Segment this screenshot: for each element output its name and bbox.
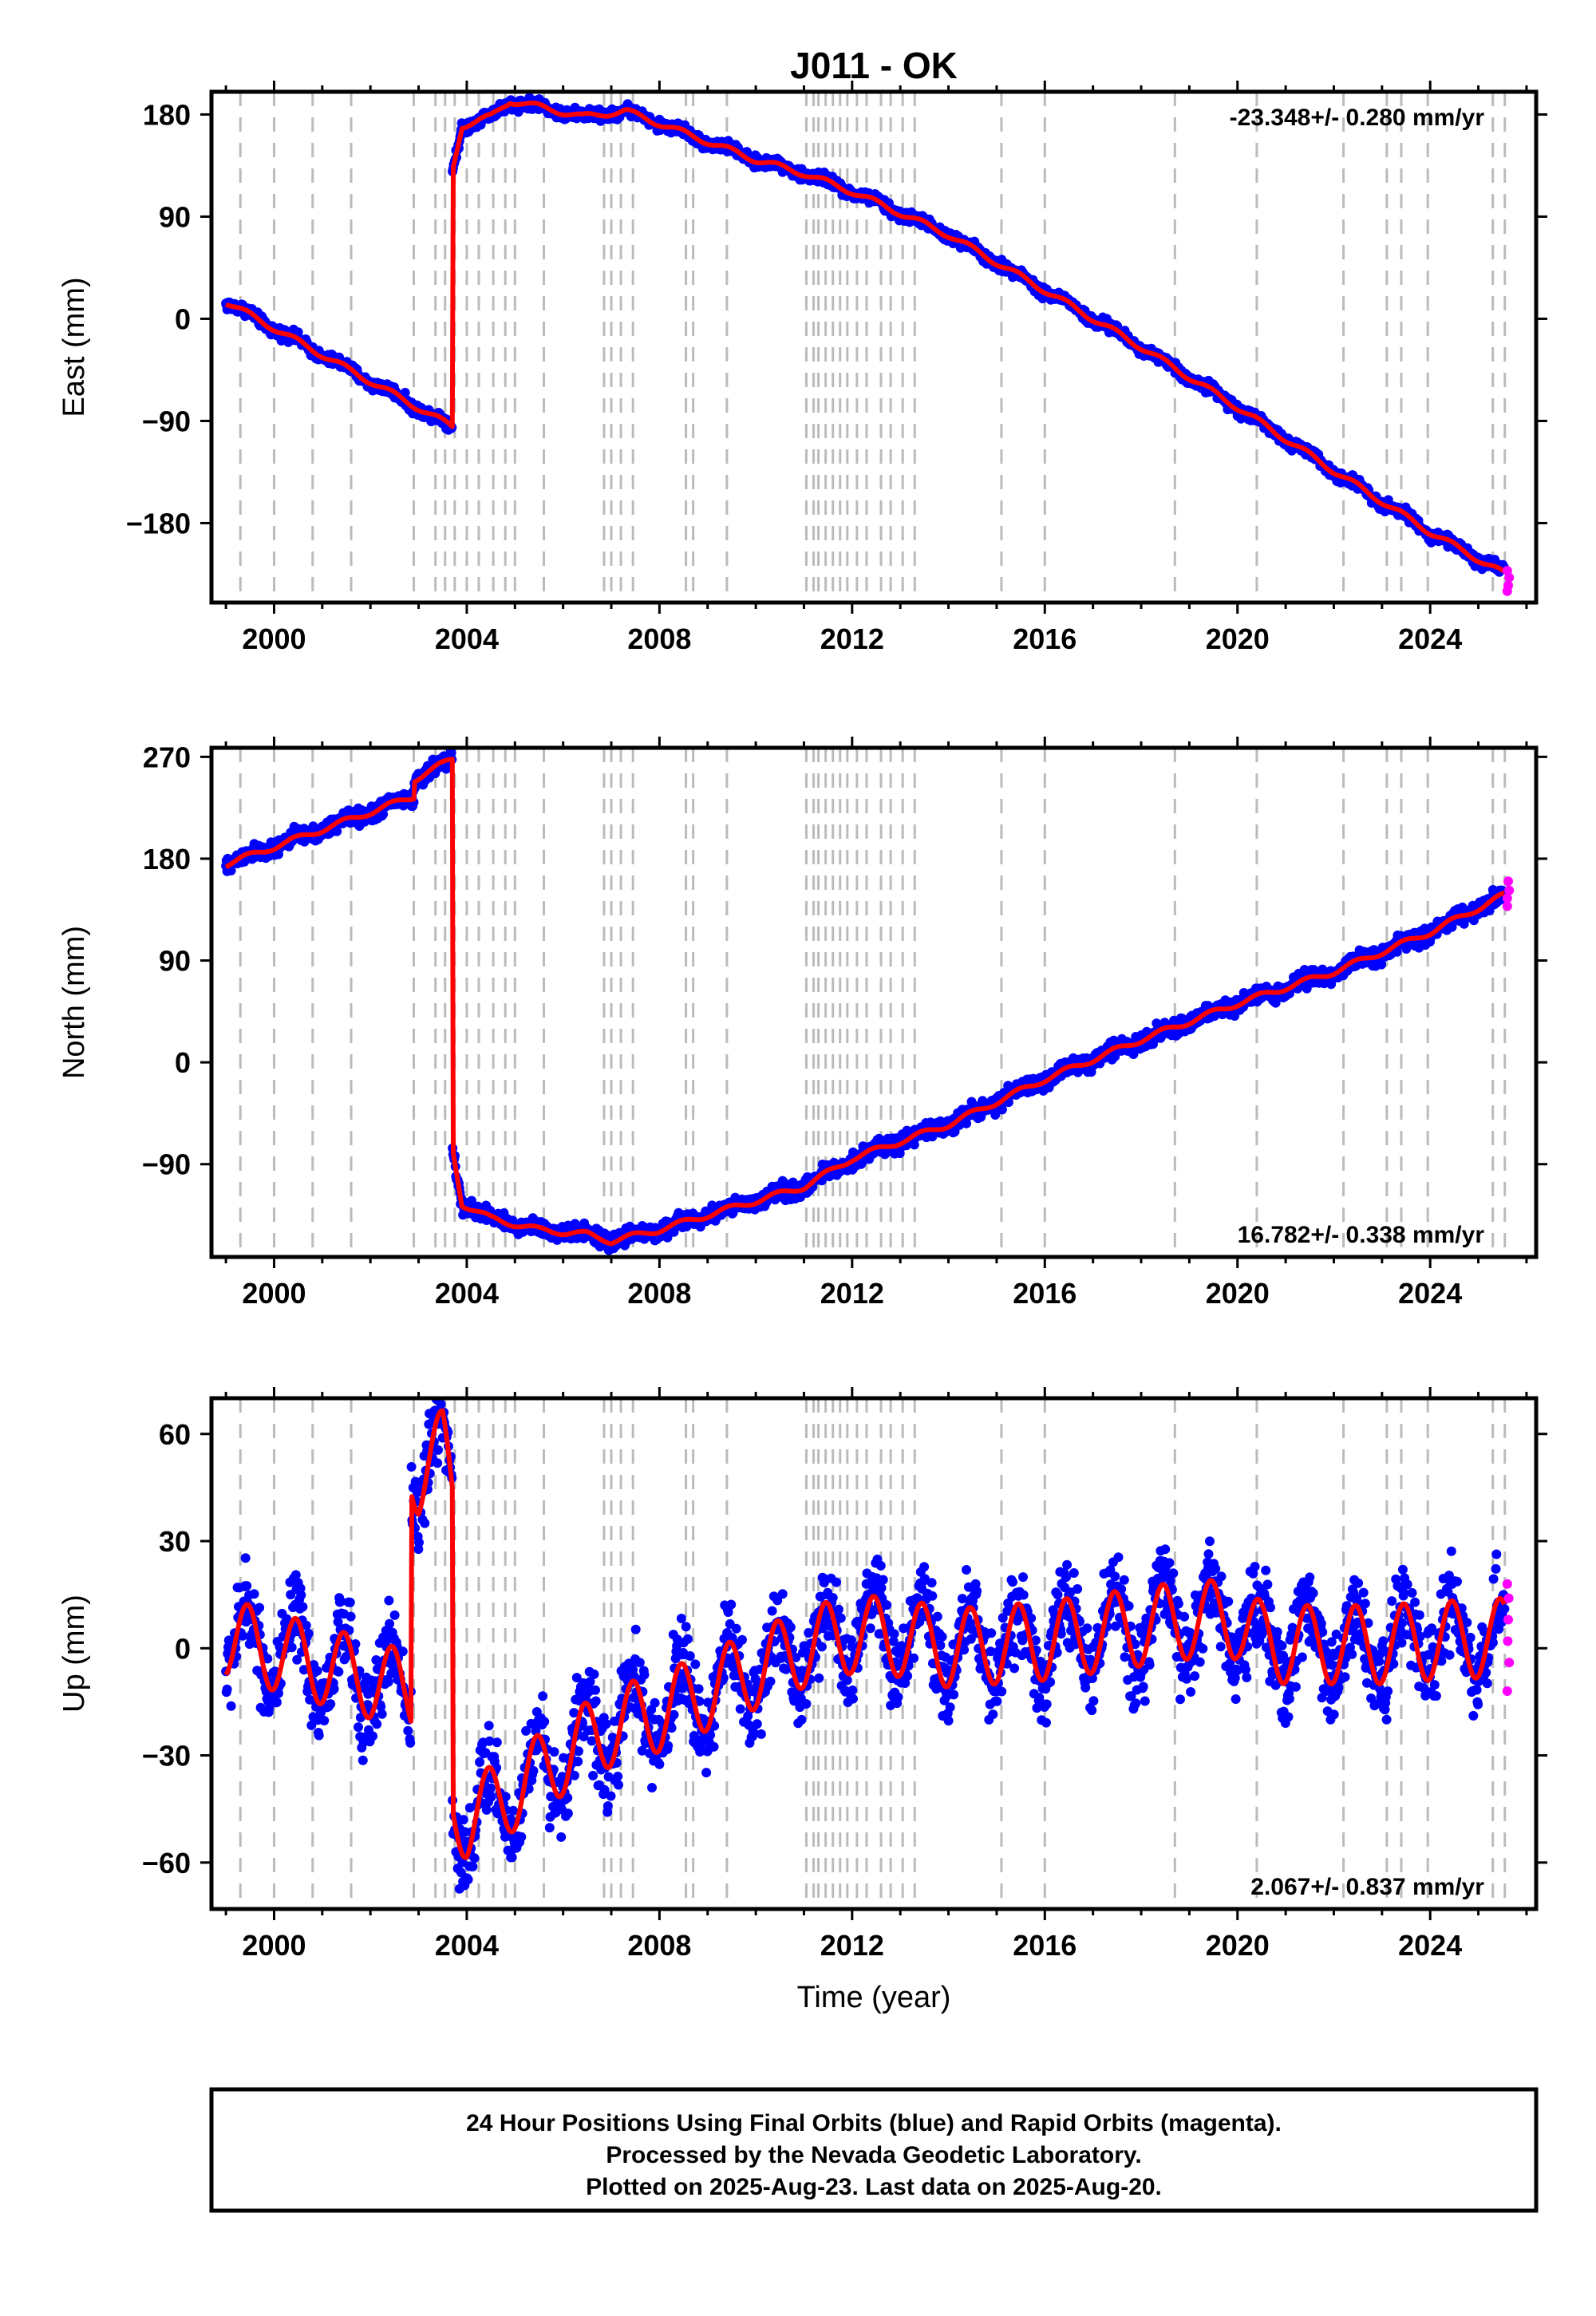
x-tick-label: 2024 xyxy=(1398,1277,1462,1310)
rapid-point xyxy=(1504,572,1515,583)
y-tick-label: −90 xyxy=(142,405,191,437)
data-point xyxy=(298,1602,308,1612)
data-point xyxy=(296,1590,306,1600)
rapid-point xyxy=(1503,876,1513,887)
east-fit-line xyxy=(224,101,1506,574)
east-plot-area xyxy=(221,92,1515,603)
figure-title: J011 - OK xyxy=(790,45,958,86)
rapid-point xyxy=(1502,901,1512,911)
data-point xyxy=(346,1611,356,1622)
data-point xyxy=(1392,947,1402,957)
y-tick-label: −180 xyxy=(126,507,191,539)
data-point xyxy=(354,1722,363,1733)
data-point xyxy=(274,1688,283,1698)
data-point xyxy=(303,1628,314,1638)
data-point xyxy=(378,809,389,820)
data-point xyxy=(222,1684,232,1694)
north-fit-line xyxy=(224,757,1506,1247)
x-tick-label: 2024 xyxy=(1398,622,1462,655)
y-tick-label: −90 xyxy=(142,1148,191,1181)
data-point xyxy=(400,388,410,397)
x-tick-label: 2012 xyxy=(820,622,884,655)
data-point xyxy=(264,1704,275,1713)
data-point xyxy=(306,1720,317,1730)
east-y-axis-label: East (mm) xyxy=(57,277,91,417)
east-panel: 2000 2004 2008 2012 2016 2020 2024 180 90 0 −90 −18… xyxy=(57,81,1547,655)
x-tick-label: 2008 xyxy=(627,622,691,655)
y-tick-label: 180 xyxy=(143,843,191,875)
data-point xyxy=(319,1716,330,1725)
data-point xyxy=(1377,959,1387,970)
rapid-point xyxy=(1502,586,1512,596)
x-tick-label: 2000 xyxy=(242,1277,306,1310)
y-tick-label: 270 xyxy=(143,741,191,773)
data-point xyxy=(333,1617,343,1627)
north-plot-area xyxy=(221,748,1515,1257)
rapid-point xyxy=(1504,885,1515,895)
x-tick-label: 2004 xyxy=(435,622,499,655)
data-point xyxy=(286,1642,297,1653)
data-point xyxy=(962,1118,971,1128)
data-point xyxy=(332,826,342,836)
data-point xyxy=(314,1730,324,1741)
data-point xyxy=(240,1553,251,1563)
up-panel: 2000 2004 2008 2012 2016 2020 202460300−30−60U… xyxy=(57,1387,1547,1962)
east-rapid-orbit-points xyxy=(1502,566,1515,596)
east-frame xyxy=(209,89,1539,605)
y-tick-label: 0 xyxy=(175,1046,191,1079)
data-point xyxy=(290,1570,301,1580)
data-point xyxy=(329,1684,339,1694)
east-rate-label: -23.348+/- 0.280 mm/yr xyxy=(1230,105,1485,131)
data-point xyxy=(249,1589,259,1599)
data-point xyxy=(271,1697,282,1707)
north-panel: 2000 2004 2008 2012 2016 2020 2024 270 180 90 0 −90… xyxy=(57,737,1547,1310)
data-point xyxy=(334,1666,344,1677)
data-point xyxy=(242,1581,252,1591)
x-tick-label: 2020 xyxy=(1206,622,1270,655)
x-tick-label: 2016 xyxy=(1013,1277,1077,1310)
data-point xyxy=(326,1699,336,1709)
x-tick-label: 2008 xyxy=(627,1277,691,1310)
data-point xyxy=(292,1654,302,1665)
data-point xyxy=(238,1630,248,1641)
north-rate-label: 16.782+/- 0.338 mm/yr xyxy=(1238,1222,1485,1248)
data-point xyxy=(345,1597,355,1607)
north-final-orbit-points xyxy=(221,748,1510,1255)
x-tick-label: 2004 xyxy=(435,1277,499,1310)
y-tick-label: 0 xyxy=(175,302,191,335)
data-point xyxy=(312,1666,322,1676)
data-point xyxy=(226,1701,236,1711)
data-point xyxy=(298,1665,309,1675)
data-point xyxy=(358,1755,368,1765)
north-rapid-orbit-points xyxy=(1502,876,1515,911)
y-tick-label: 90 xyxy=(159,200,191,233)
data-point xyxy=(350,1639,361,1649)
y-tick-label: 90 xyxy=(159,945,191,978)
x-tick-label: 2000 xyxy=(242,622,306,655)
x-tick-label: 2012 xyxy=(820,1277,884,1310)
data-point xyxy=(255,1603,265,1613)
rapid-point xyxy=(1502,893,1512,903)
data-point xyxy=(368,1731,378,1741)
y-tick-label: 180 xyxy=(143,98,191,131)
data-point xyxy=(336,1596,346,1607)
x-tick-label: 2020 xyxy=(1206,1277,1270,1310)
north-y-axis-label: North (mm) xyxy=(57,926,91,1079)
up-plot-area xyxy=(221,1398,1515,1909)
x-tick-label: 2016 xyxy=(1013,622,1077,655)
data-point xyxy=(467,1196,476,1206)
data-point xyxy=(263,1654,273,1664)
north-frame xyxy=(209,745,1539,1259)
data-point xyxy=(301,1620,311,1630)
